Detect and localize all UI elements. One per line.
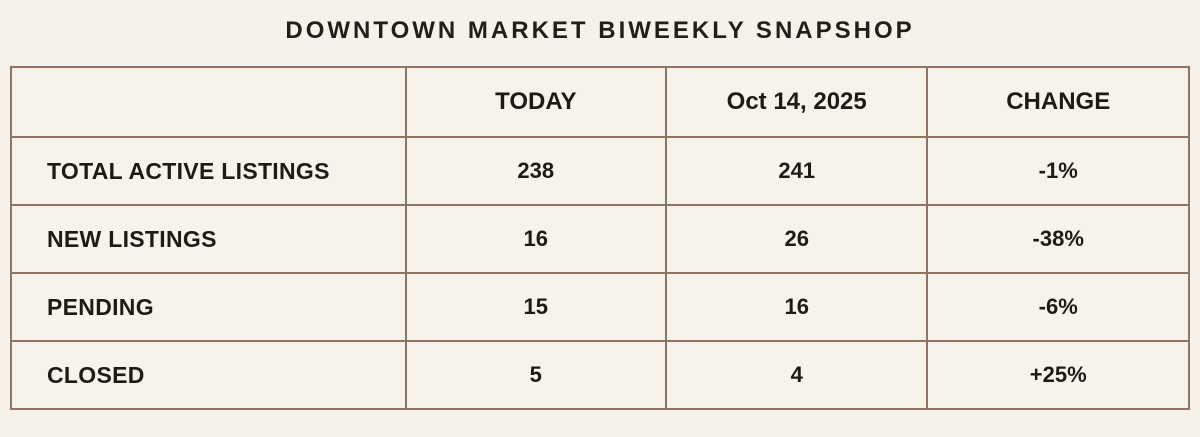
column-header-today: TODAY: [404, 66, 667, 138]
table-row-closed: CLOSED 5 4 +25%: [10, 340, 1190, 410]
cell-pending-today: 15: [404, 272, 667, 342]
cell-pending-prior: 16: [664, 272, 929, 342]
page-title: DOWNTOWN MARKET BIWEEKLY SNAPSHOP: [285, 17, 915, 44]
cell-total-active-today: 238: [404, 136, 667, 206]
cell-closed-change: +25%: [926, 340, 1190, 410]
table-row-pending: PENDING 15 16 -6%: [10, 272, 1190, 342]
row-label-closed: CLOSED: [10, 340, 407, 410]
row-label-total-active-listings: TOTAL ACTIVE LISTINGS: [10, 136, 407, 206]
table-header-row: TODAY Oct 14, 2025 CHANGE: [10, 66, 1190, 138]
cell-pending-change: -6%: [926, 272, 1190, 342]
table-row-new-listings: NEW LISTINGS 16 26 -38%: [10, 204, 1190, 274]
cell-total-active-prior: 241: [664, 136, 929, 206]
column-header-change: CHANGE: [926, 66, 1190, 138]
cell-closed-today: 5: [404, 340, 667, 410]
cell-closed-prior: 4: [664, 340, 929, 410]
corner-cell: [10, 66, 407, 138]
cell-new-listings-today: 16: [404, 204, 667, 274]
row-label-new-listings: NEW LISTINGS: [10, 204, 407, 274]
cell-new-listings-prior: 26: [664, 204, 929, 274]
row-label-pending: PENDING: [10, 272, 407, 342]
column-header-prior-date: Oct 14, 2025: [664, 66, 929, 138]
table-row-total-active-listings: TOTAL ACTIVE LISTINGS 238 241 -1%: [10, 136, 1190, 206]
cell-new-listings-change: -38%: [926, 204, 1190, 274]
cell-total-active-change: -1%: [926, 136, 1190, 206]
snapshot-table: TODAY Oct 14, 2025 CHANGE TOTAL ACTIVE L…: [10, 66, 1190, 410]
